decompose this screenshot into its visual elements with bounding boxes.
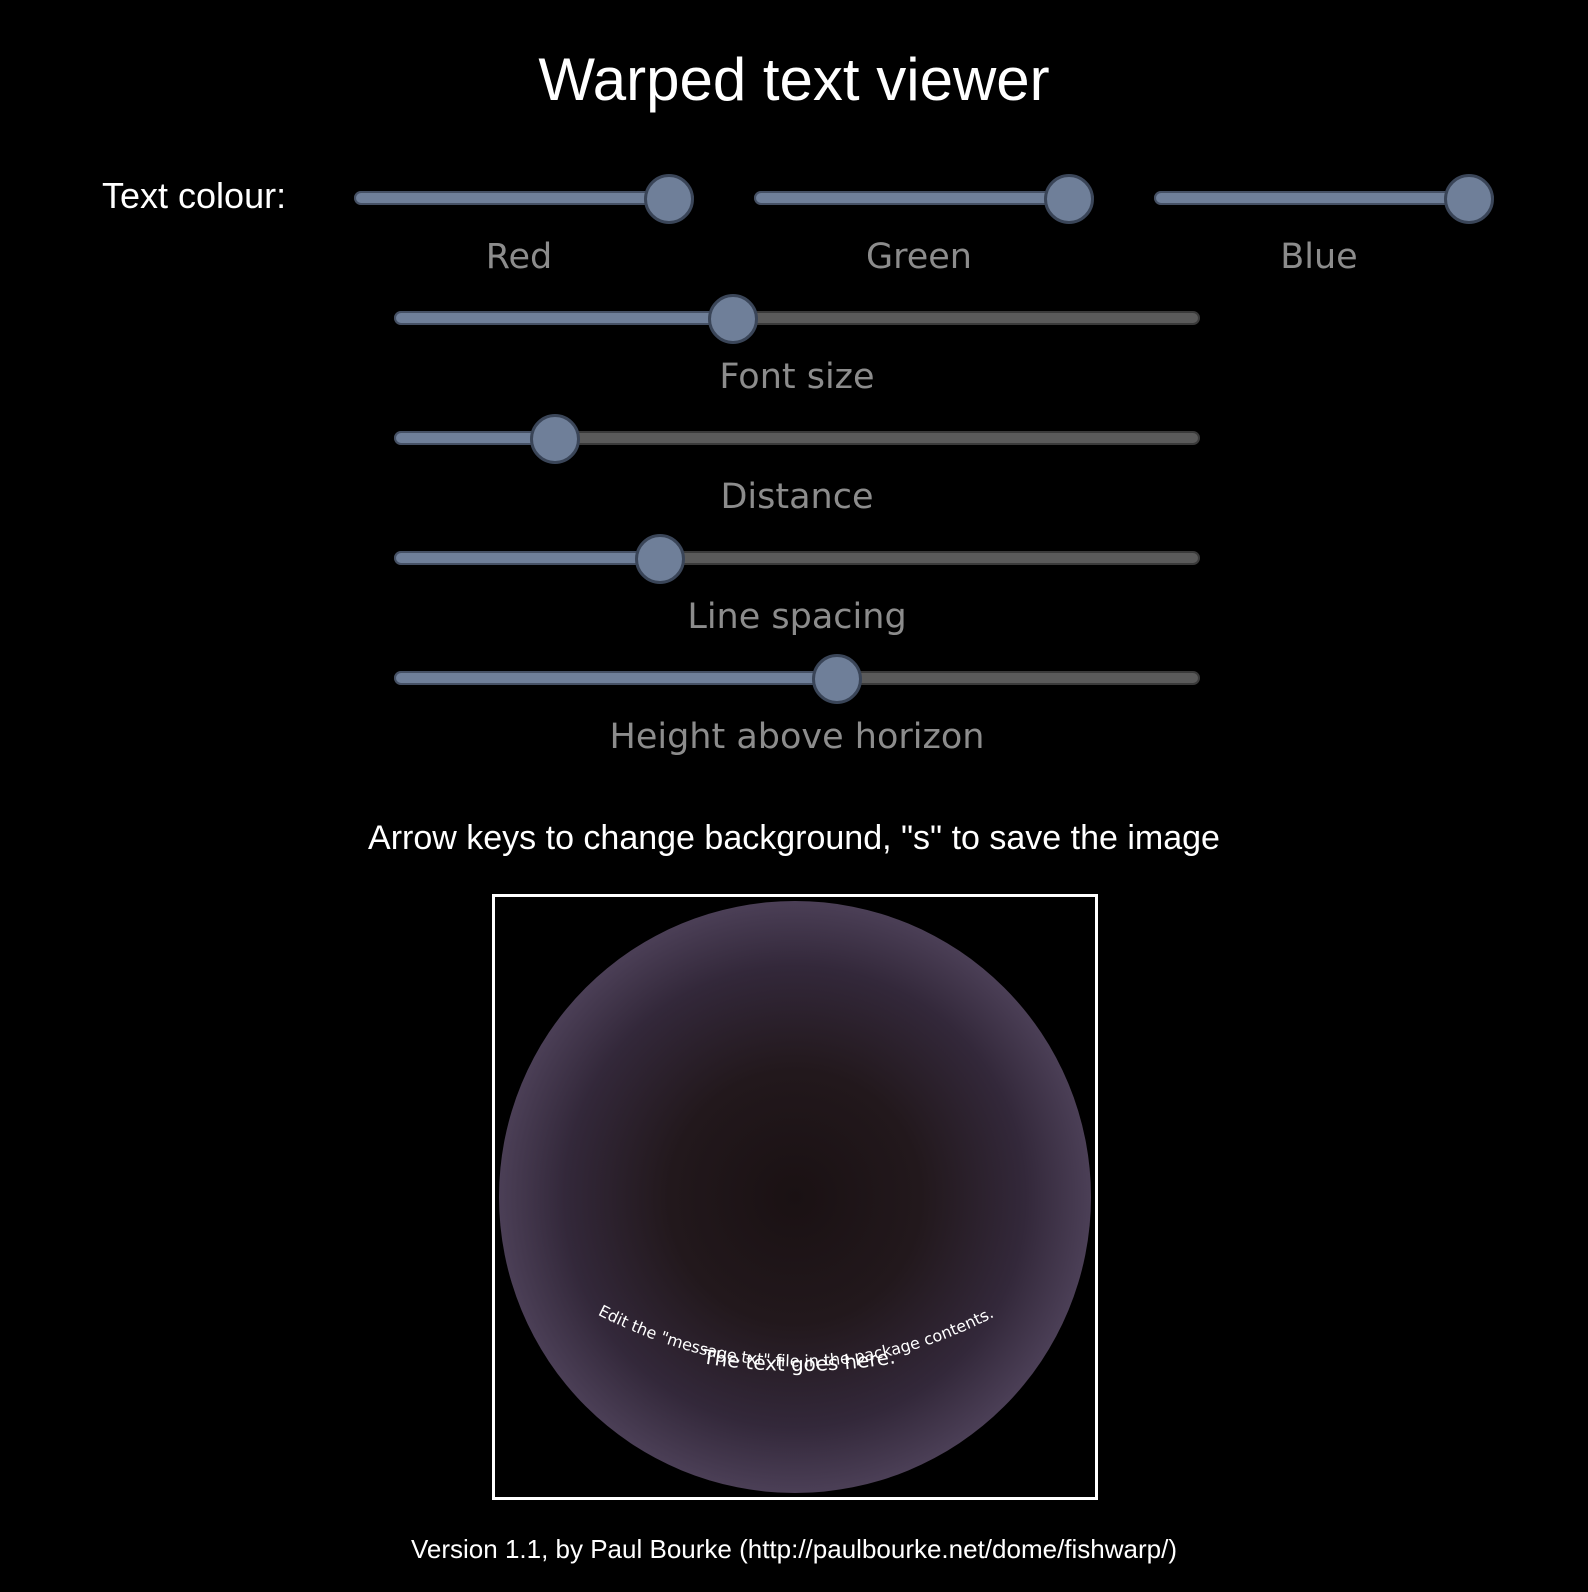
font-size-slider-thumb[interactable] [707, 294, 758, 344]
blue-slider[interactable] [1154, 174, 1494, 224]
distance-label: Distance [720, 477, 874, 517]
distance-slider[interactable] [394, 414, 1200, 464]
text-colour-label: Text colour: [102, 175, 287, 216]
red-slider-thumb[interactable] [644, 174, 694, 224]
window-title: Warped text viewer [538, 46, 1050, 113]
green-slider-thumb[interactable] [1044, 174, 1094, 224]
height-slider-thumb[interactable] [812, 654, 863, 704]
line-spacing-slider-fill [394, 551, 660, 565]
preview-frame[interactable]: The text goes here. Edit the "message.tx… [492, 894, 1098, 1500]
green-slider-fill [754, 191, 1094, 205]
font-size-label: Font size [719, 357, 875, 397]
version-footer: Version 1.1, by Paul Bourke (http://paul… [411, 1534, 1177, 1564]
red-slider-fill [354, 191, 694, 205]
blue-slider-thumb[interactable] [1444, 174, 1494, 224]
height-slider-fill [394, 671, 838, 685]
font-size-slider-fill [394, 311, 733, 325]
red-slider-label: Red [485, 237, 553, 277]
distance-slider-thumb[interactable] [530, 414, 581, 464]
keyboard-hint: Arrow keys to change background, "s" to … [368, 819, 1220, 857]
height-slider[interactable] [394, 654, 1200, 704]
preview-text-line2: Edit the "message.txt" file in the packa… [596, 1301, 997, 1370]
green-slider-label: Green [866, 237, 972, 277]
blue-slider-label: Blue [1280, 237, 1358, 277]
fisheye-preview: The text goes here. Edit the "message.tx… [499, 901, 1091, 1493]
line-spacing-label: Line spacing [687, 597, 907, 637]
line-spacing-slider-thumb[interactable] [634, 534, 685, 584]
blue-slider-fill [1154, 191, 1494, 205]
warped-text-overlay: The text goes here. Edit the "message.tx… [596, 1301, 997, 1376]
height-label: Height above horizon [609, 717, 985, 757]
green-slider[interactable] [754, 174, 1094, 224]
line-spacing-slider[interactable] [394, 534, 1200, 584]
red-slider[interactable] [354, 174, 694, 224]
font-size-slider[interactable] [394, 294, 1200, 344]
